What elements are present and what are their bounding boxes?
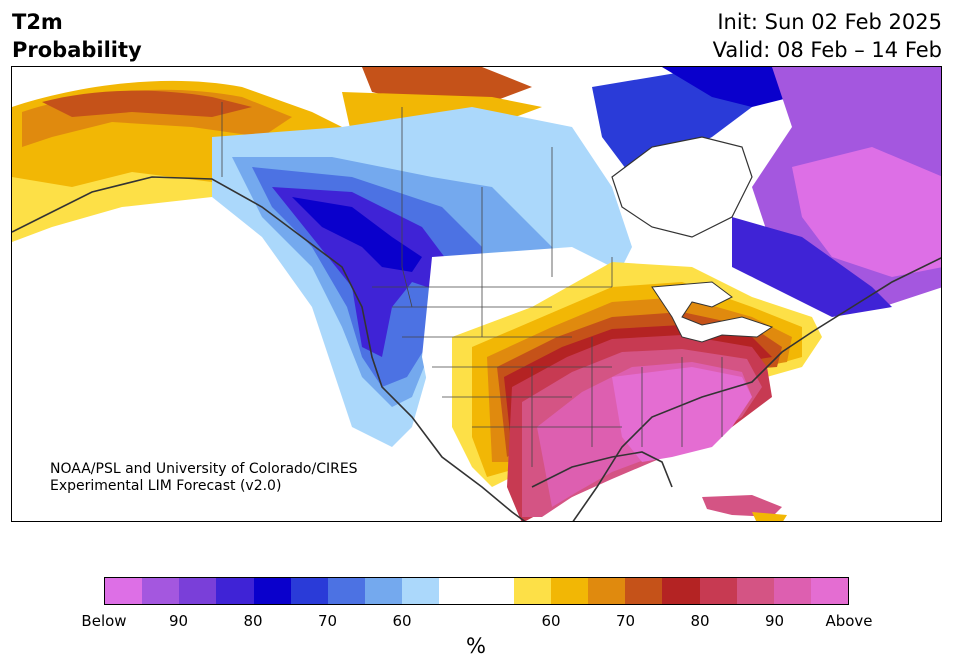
colorbar-segment (142, 578, 180, 604)
arctic-orange-region (362, 67, 532, 102)
colorbar-segment (476, 578, 514, 604)
forecast-map: NOAA/PSL and University of Colorado/CIRE… (11, 66, 942, 522)
credit-text: NOAA/PSL and University of Colorado/CIRE… (50, 461, 358, 495)
probability-colorbar (104, 577, 849, 605)
colorbar-segment (327, 578, 366, 604)
coastline (12, 176, 526, 521)
date-info-block: Init: Sun 02 Feb 2025 Valid: 08 Feb – 14… (713, 8, 942, 64)
colorbar-segment (625, 578, 663, 604)
colorbar-segment (550, 578, 589, 604)
colorbar-tick-label: 80 (243, 612, 263, 630)
colorbar-segment (736, 578, 774, 604)
colorbar-tick-label: 90 (168, 612, 189, 630)
east-canada-light-purple (792, 147, 941, 277)
colorbar-segment (216, 578, 254, 604)
colorbar-segment (662, 578, 700, 604)
colorbar-segment (513, 578, 551, 604)
colorbar-segment (699, 578, 737, 604)
map-canvas (12, 67, 941, 521)
political-boundaries (221, 102, 723, 467)
init-date: Init: Sun 02 Feb 2025 (717, 10, 942, 34)
colorbar-segment (588, 578, 626, 604)
colorbar-unit: % (466, 634, 486, 658)
gulf-coast (531, 451, 673, 488)
colorbar-tick-label: 70 (615, 612, 636, 630)
maritime-blue (732, 217, 892, 317)
valid-date: Valid: 08 Feb – 14 Feb (712, 38, 942, 62)
variable-title: T2m (12, 10, 63, 34)
colorbar-segment (105, 578, 143, 604)
colorbar-segment (810, 578, 849, 604)
colorbar-segment (439, 578, 477, 604)
hudson-deep-blue (662, 67, 812, 107)
coastline-east (572, 257, 941, 521)
credit-line-2: Experimental LIM Forecast (v2.0) (50, 478, 282, 494)
colorbar-segment (365, 578, 403, 604)
west-deep-blue (272, 187, 452, 357)
colorbar-segment (773, 578, 811, 604)
caribbean-gold (752, 512, 787, 521)
map-title-block: T2m Probability (12, 8, 142, 64)
colorbar-segment (402, 578, 440, 604)
colorbar-tick-label: 60 (392, 612, 412, 630)
colorbar-tick-label: 60 (541, 612, 561, 630)
colorbar-tick-label: 70 (317, 612, 338, 630)
hudson-bay (611, 136, 753, 238)
colorbar-segment (253, 578, 291, 604)
colorbar-tick-label: Below (81, 612, 127, 630)
colorbar-tick-label: 90 (764, 612, 785, 630)
colorbar-segment (290, 578, 328, 604)
great-lakes (651, 281, 774, 343)
alaska-light-yellow (12, 172, 272, 242)
west-darkest-blue (292, 197, 422, 272)
colorbar-segment (179, 578, 217, 604)
colorbar-tick-label: Above (825, 612, 873, 630)
subtitle: Probability (12, 38, 142, 62)
credit-line-1: NOAA/PSL and University of Colorado/CIRE… (50, 461, 358, 477)
colorbar-tick-label: 80 (690, 612, 710, 630)
caribbean-island (702, 495, 782, 517)
alaska-red-region (42, 90, 252, 117)
